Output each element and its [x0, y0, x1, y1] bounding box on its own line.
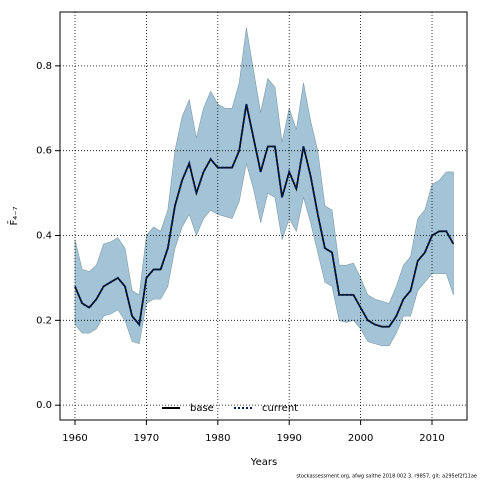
x-tick-label: 1970 — [134, 433, 159, 444]
y-tick-label: 0.6 — [36, 146, 52, 157]
confidence-band — [74, 27, 454, 347]
x-tick-label: 1990 — [276, 433, 301, 444]
x-tick-label: 1960 — [62, 433, 87, 444]
y-tick-label: 0.2 — [36, 315, 52, 326]
legend-label: current — [262, 403, 298, 414]
series-line — [74, 103, 455, 328]
x-tick-label: 2000 — [348, 433, 373, 444]
legend-label: base — [190, 403, 214, 414]
footnote: stockassessment.org, afwg saithe 2018 00… — [296, 474, 477, 480]
plot-frame — [59, 11, 468, 421]
x-axis-label: Years — [250, 457, 277, 468]
y-tick-label: 0.4 — [36, 231, 52, 242]
y-tick-label: 0.8 — [36, 61, 52, 72]
y-tick-label: 0.0 — [36, 400, 52, 411]
y-axis-label: F̄₄₋₇ — [7, 206, 20, 225]
x-tick-label: 1980 — [205, 433, 230, 444]
x-tick-label: 2010 — [419, 433, 444, 444]
